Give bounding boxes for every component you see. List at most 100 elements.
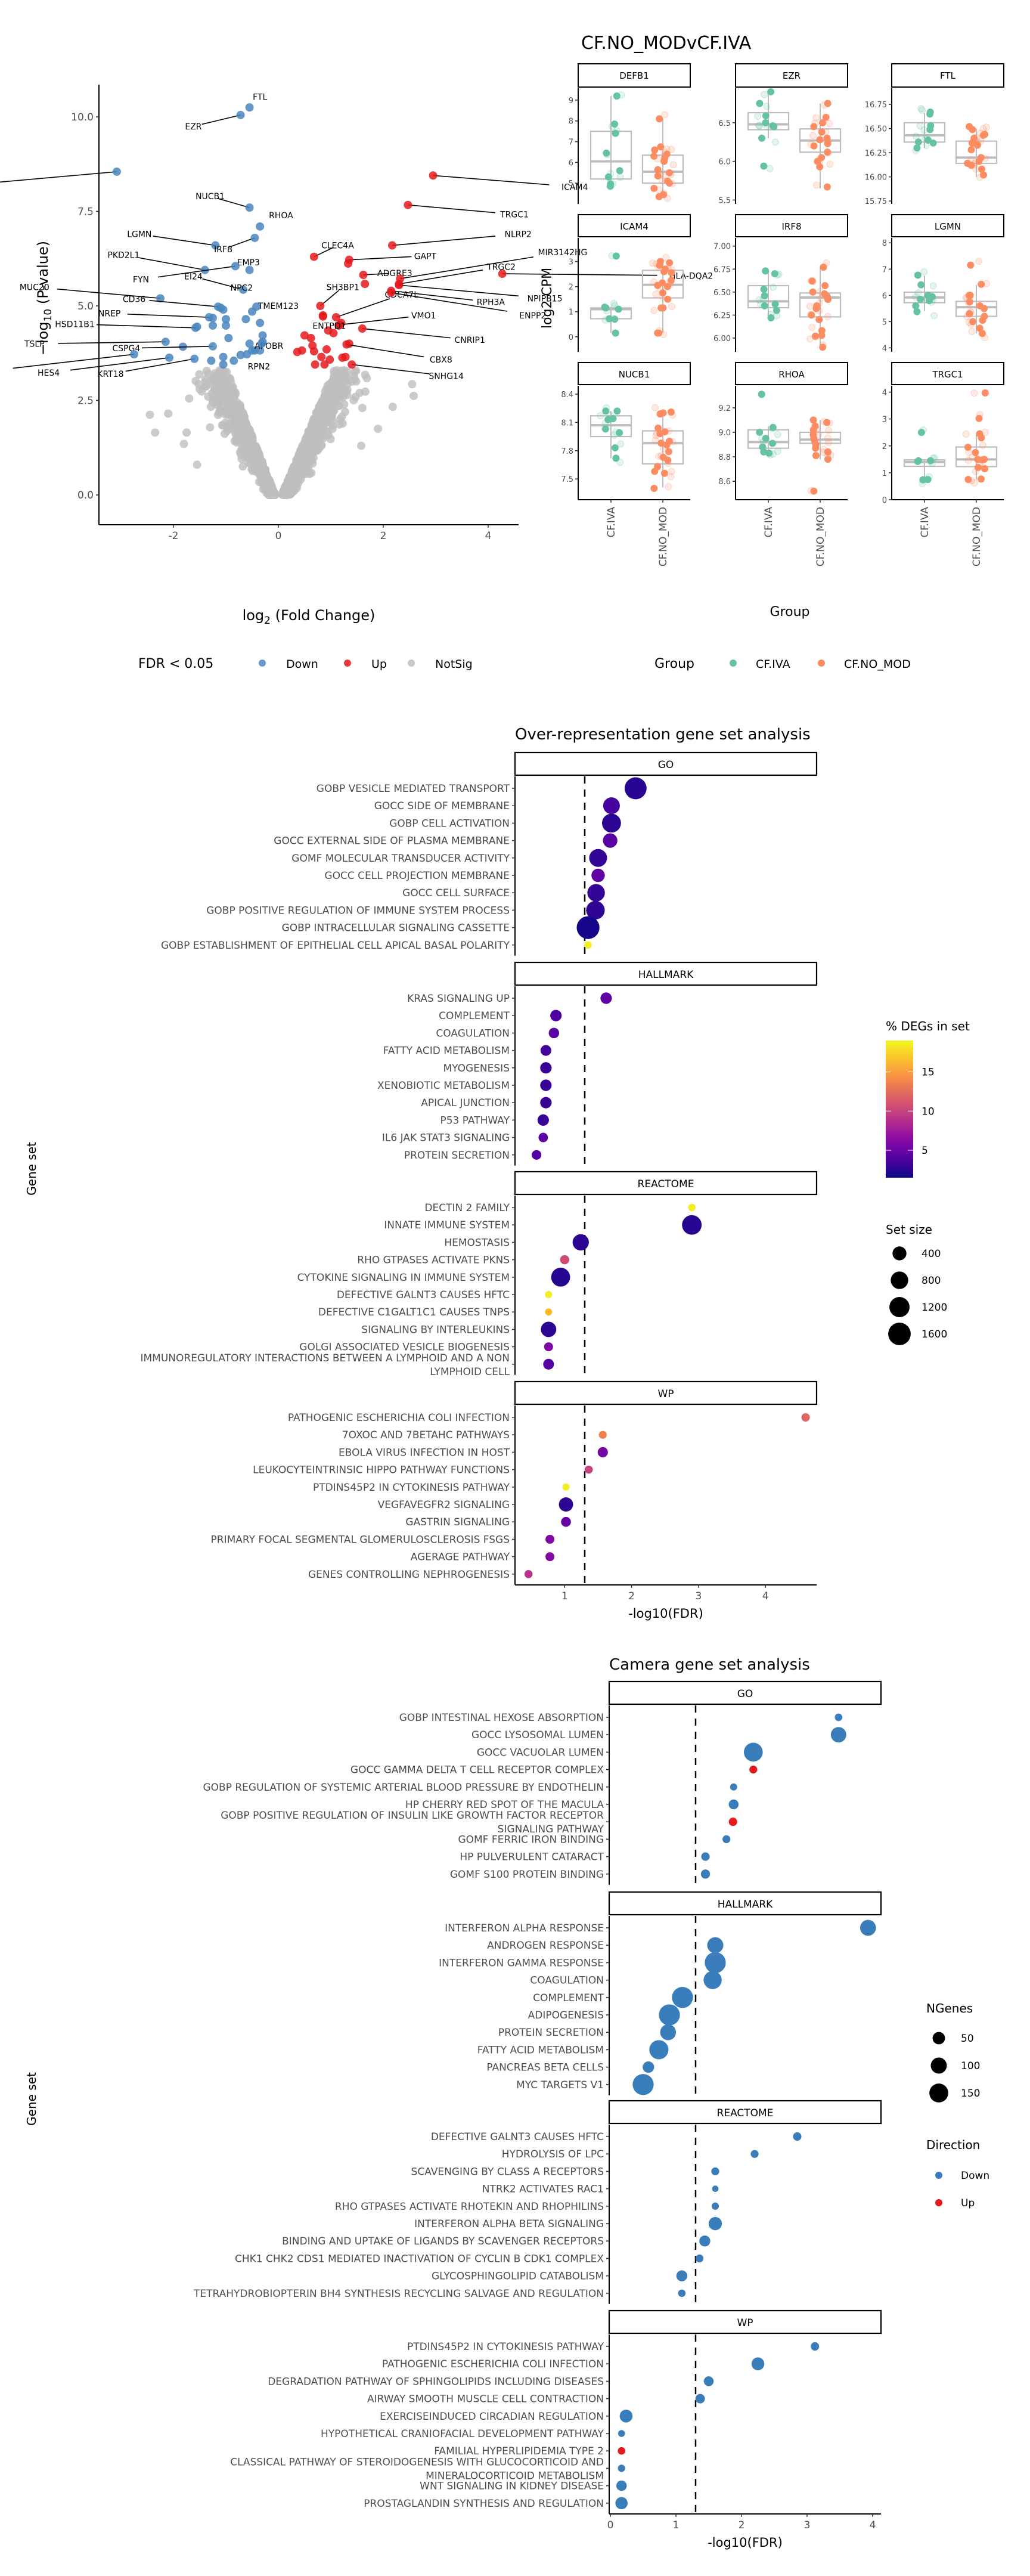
point-notsig — [218, 420, 227, 429]
point-faint — [652, 290, 660, 298]
point-cfiva — [919, 476, 927, 484]
gene-set-label: CHK1 CHK2 CDS1 MEDIATED INACTIVATION OF … — [235, 2253, 604, 2265]
y-tick-label: 6.0 — [718, 158, 731, 167]
point-down — [219, 360, 228, 369]
point-notsig — [185, 394, 194, 403]
point-cfnomod — [824, 296, 832, 304]
x-tick-label: 4 — [485, 530, 492, 542]
y-tick-label: 16.25 — [865, 149, 887, 158]
point-notsig — [227, 394, 236, 403]
point-cfiva — [616, 429, 623, 436]
point-faint — [610, 299, 618, 307]
point-cfnomod — [659, 289, 666, 297]
point-faint — [755, 122, 763, 129]
dot — [730, 1783, 737, 1791]
point-cfnomod — [654, 172, 662, 179]
point-cfnomod — [657, 304, 665, 312]
size-legend-label: 400 — [922, 1248, 941, 1260]
x-tick-label: CF.IVA — [606, 507, 618, 538]
point-notsig — [317, 419, 326, 428]
point-cfnomod — [975, 157, 983, 165]
point-cfiva — [925, 297, 933, 305]
color-legend-title: % DEGs in set — [886, 1019, 970, 1033]
point-cfiva — [914, 138, 922, 146]
point-cfnomod — [824, 456, 832, 463]
panel-reactome: REACTOME DEFECTIVE GALNT3 CAUSES HFTC HYDR… — [193, 2100, 882, 2304]
gene-set-label: GOLGI ASSOCIATED VESICLE BIOGENESIS — [299, 1342, 510, 1354]
dot — [618, 2430, 625, 2437]
dot — [700, 1869, 711, 1879]
panel-strip-label: HALLMARK — [638, 969, 694, 981]
gene-set-label: GOBP INTESTINAL HEXOSE ABSORPTION — [399, 1712, 604, 1724]
direction-legend-key-up — [935, 2199, 942, 2206]
point-down — [165, 353, 173, 362]
point-notsig — [193, 460, 201, 469]
point-cfiva — [913, 144, 921, 151]
facet-ezr: EZR 5.5 6.0 6.5 — [718, 63, 848, 206]
point-notsig — [357, 441, 366, 450]
point-up — [317, 352, 326, 361]
point-notsig — [302, 441, 311, 450]
dot — [562, 1483, 570, 1491]
size-legend-key — [930, 2057, 947, 2074]
point-faint — [964, 299, 972, 306]
label-leader-line — [157, 265, 235, 278]
point-cfiva — [612, 329, 619, 337]
gene-label: HES4 — [38, 369, 60, 378]
point-up — [331, 313, 340, 322]
label-leader-line — [57, 288, 161, 299]
point-cfnomod — [651, 146, 659, 154]
gene-set-label: GOBP ESTABLISHMENT OF EPITHELIAL CELL AP… — [161, 940, 510, 952]
point-cfiva — [765, 449, 773, 457]
point-up — [322, 345, 331, 354]
point-notsig — [303, 451, 312, 460]
dot — [541, 1321, 557, 1337]
y-tick-label: 7.5 — [561, 475, 573, 484]
panel-strip-label: WP — [737, 2317, 753, 2329]
size-legend-label: 50 — [961, 2033, 974, 2045]
point-cfnomod — [654, 424, 662, 432]
point-faint — [668, 303, 676, 311]
facet-irf8: IRF8 6.00 6.25 6.50 6.75 7.00 — [713, 214, 848, 352]
label-leader-line — [127, 314, 209, 318]
point-notsig — [324, 411, 333, 420]
point-cfnomod — [964, 444, 972, 451]
dot — [597, 1447, 608, 1458]
dot — [619, 2410, 633, 2423]
point-faint — [669, 411, 677, 419]
point-faint — [763, 123, 771, 131]
point-faint — [962, 431, 970, 438]
point-cfiva — [758, 391, 765, 398]
point-faint — [761, 91, 768, 98]
gene-label: TMEM123 — [258, 302, 299, 311]
dot — [589, 849, 607, 867]
gene-set-label: AGERAGE PATHWAY — [411, 1552, 510, 1563]
dot — [643, 2061, 654, 2073]
dot — [751, 2357, 765, 2370]
dot — [712, 2185, 719, 2192]
point-notsig — [261, 472, 270, 481]
point-faint — [771, 138, 779, 146]
point-faint — [763, 103, 771, 110]
point-cfnomod — [964, 476, 972, 484]
point-cfnomod — [809, 288, 817, 296]
point-up — [387, 241, 396, 250]
gene-set-label: APICAL JUNCTION — [421, 1097, 510, 1109]
gene-set-label: GOCC EXTERNAL SIDE OF PLASMA MEMBRANE — [274, 835, 510, 847]
dot — [587, 884, 605, 902]
y-tick-label: 3 — [882, 416, 887, 425]
point-up — [387, 288, 396, 297]
point-cfnomod — [973, 141, 981, 149]
panel-strip — [608, 2309, 882, 2334]
panel-reactome: REACTOME DECTIN 2 FAMILY INNATE IMMUNE SYS… — [141, 1171, 818, 1378]
gene-label: SH3BP1 — [327, 283, 359, 292]
panel-strip — [514, 1380, 818, 1405]
size-legend-title: Set size — [886, 1222, 932, 1237]
dot — [750, 2150, 759, 2158]
point-down — [222, 321, 230, 330]
facet-strip — [735, 214, 848, 237]
point-cfiva — [770, 123, 778, 131]
point-faint — [654, 264, 662, 271]
y-tick-label: 4 — [882, 389, 887, 398]
point-faint — [824, 439, 832, 447]
